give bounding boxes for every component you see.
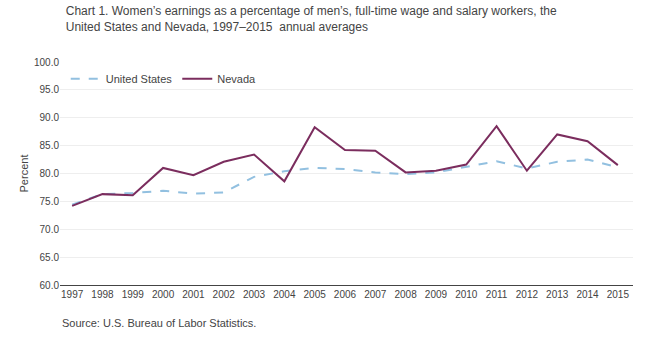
svg-text:2015: 2015 xyxy=(607,289,630,300)
svg-text:Percent: Percent xyxy=(18,155,30,193)
svg-text:2010: 2010 xyxy=(455,289,478,300)
svg-text:85.0: 85.0 xyxy=(40,140,60,151)
svg-text:2013: 2013 xyxy=(546,289,569,300)
svg-text:65.0: 65.0 xyxy=(40,252,60,263)
svg-text:2014: 2014 xyxy=(576,289,599,300)
svg-text:60.0: 60.0 xyxy=(40,280,60,291)
svg-text:2006: 2006 xyxy=(334,289,357,300)
svg-text:70.0: 70.0 xyxy=(40,224,60,235)
svg-text:2011: 2011 xyxy=(486,289,508,300)
svg-text:100.0: 100.0 xyxy=(34,57,59,68)
svg-text:United States: United States xyxy=(106,73,173,85)
svg-text:2004: 2004 xyxy=(273,289,296,300)
svg-text:Source: U.S. Bureau of Labor S: Source: U.S. Bureau of Labor Statistics. xyxy=(62,317,256,329)
svg-text:1997: 1997 xyxy=(61,289,84,300)
svg-text:2009: 2009 xyxy=(425,289,448,300)
svg-text:2000: 2000 xyxy=(152,289,175,300)
svg-text:1998: 1998 xyxy=(91,289,114,300)
svg-text:2001: 2001 xyxy=(182,289,205,300)
svg-text:2005: 2005 xyxy=(304,289,327,300)
svg-text:Chart 1. Women’s earnings as a: Chart 1. Women’s earnings as a percentag… xyxy=(66,4,557,34)
svg-text:2002: 2002 xyxy=(213,289,236,300)
svg-text:2012: 2012 xyxy=(516,289,539,300)
svg-text:2007: 2007 xyxy=(364,289,387,300)
svg-text:2003: 2003 xyxy=(243,289,266,300)
svg-text:80.0: 80.0 xyxy=(40,168,60,179)
svg-text:90.0: 90.0 xyxy=(40,112,60,123)
svg-text:Nevada: Nevada xyxy=(217,73,256,85)
svg-text:95.0: 95.0 xyxy=(40,84,60,95)
svg-text:1999: 1999 xyxy=(122,289,145,300)
svg-text:2008: 2008 xyxy=(394,289,417,300)
svg-text:75.0: 75.0 xyxy=(40,196,60,207)
